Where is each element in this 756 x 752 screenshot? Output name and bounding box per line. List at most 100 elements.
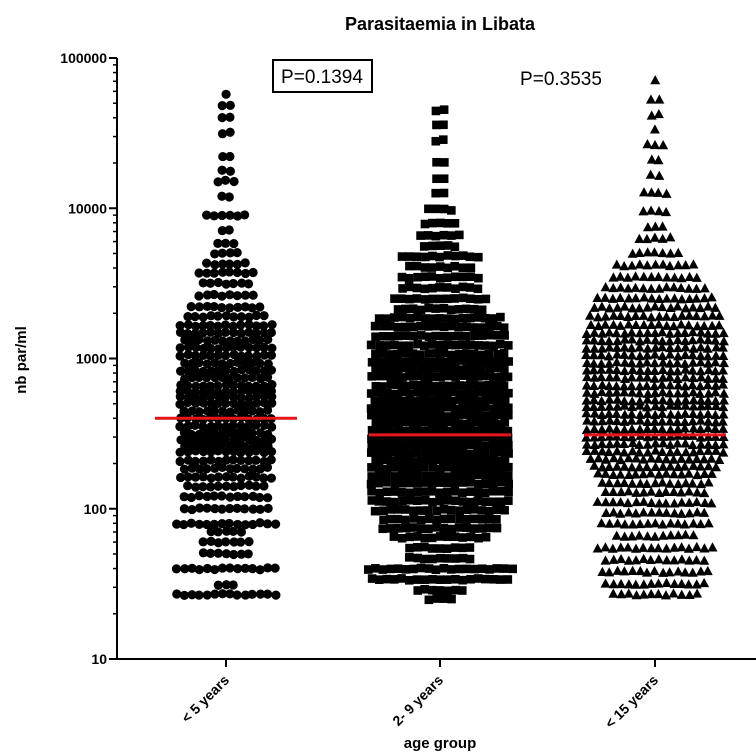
data-point (653, 108, 664, 119)
data-point (397, 449, 407, 459)
data-point (718, 357, 729, 368)
data-point (489, 341, 498, 351)
data-point (202, 359, 212, 369)
data-point (619, 409, 630, 419)
data-point (266, 327, 276, 338)
data-point (672, 342, 683, 353)
x-axis-label: age group (404, 735, 477, 752)
data-point (699, 577, 710, 588)
data-point (676, 497, 687, 507)
data-point (477, 381, 486, 390)
data-point (401, 363, 411, 373)
data-point (588, 358, 599, 368)
data-point (374, 425, 384, 434)
data-point (687, 302, 698, 312)
data-point (630, 310, 641, 320)
data-point (240, 302, 250, 312)
data-point (672, 366, 683, 376)
data-point (191, 482, 201, 492)
data-point (374, 575, 384, 584)
data-point (221, 537, 231, 547)
data-point (424, 595, 434, 605)
data-point (432, 396, 442, 405)
data-point (462, 349, 471, 358)
data-point (668, 469, 679, 479)
data-point (604, 342, 615, 352)
data-point (409, 380, 418, 390)
data-point (480, 402, 490, 412)
data-point (581, 395, 592, 405)
data-point (213, 177, 223, 187)
data-point (718, 395, 729, 405)
data-point (385, 321, 395, 331)
data-point (431, 106, 441, 116)
data-point (588, 365, 599, 375)
data-point (439, 174, 449, 184)
data-point (443, 442, 452, 451)
data-point (699, 507, 710, 517)
data-point (451, 574, 460, 584)
data-point (259, 342, 269, 353)
series-square-points (363, 105, 517, 605)
data-point (469, 380, 479, 390)
data-point (597, 328, 608, 338)
data-point (665, 395, 676, 406)
data-point (389, 463, 399, 472)
data-point (438, 135, 448, 144)
data-point (397, 357, 407, 367)
data-point (393, 322, 403, 332)
data-points (171, 75, 729, 605)
data-point (604, 303, 615, 313)
data-point (589, 439, 600, 450)
data-point (458, 314, 468, 323)
data-point (676, 589, 687, 599)
data-point (383, 425, 392, 435)
data-point (496, 471, 505, 481)
data-point (259, 321, 269, 331)
data-point (699, 497, 710, 508)
data-point (703, 445, 714, 455)
data-point (665, 424, 676, 434)
data-point (244, 319, 254, 330)
data-point (680, 447, 691, 457)
data-point (477, 419, 487, 429)
data-point (435, 434, 444, 443)
data-point (664, 372, 675, 382)
data-point (447, 417, 456, 427)
data-point (367, 441, 377, 450)
data-point (650, 438, 661, 448)
data-point (616, 578, 627, 589)
data-point (661, 206, 672, 217)
data-point (504, 403, 513, 413)
data-point (688, 387, 699, 397)
data-point (454, 564, 464, 574)
data-point (450, 448, 460, 458)
data-point (179, 504, 190, 514)
data-point (642, 247, 653, 257)
data-point (458, 410, 467, 419)
data-point (267, 379, 277, 390)
data-point (420, 542, 429, 552)
data-point (210, 589, 220, 599)
data-point (480, 313, 490, 323)
data-point (611, 357, 622, 367)
data-point (374, 357, 384, 367)
data-point (213, 238, 223, 248)
data-point (710, 423, 721, 433)
data-point (612, 302, 623, 312)
data-point (679, 416, 690, 427)
data-point (209, 211, 219, 221)
data-point (661, 468, 672, 478)
data-point (420, 373, 429, 382)
data-point (412, 294, 422, 303)
data-point (240, 590, 251, 600)
data-point (680, 342, 691, 352)
data-point (232, 291, 242, 301)
data-point (413, 339, 423, 349)
data-point (714, 454, 725, 464)
data-point (465, 283, 475, 292)
data-point (398, 373, 407, 382)
data-point (589, 372, 600, 382)
data-point (631, 555, 642, 565)
data-point (676, 487, 687, 497)
